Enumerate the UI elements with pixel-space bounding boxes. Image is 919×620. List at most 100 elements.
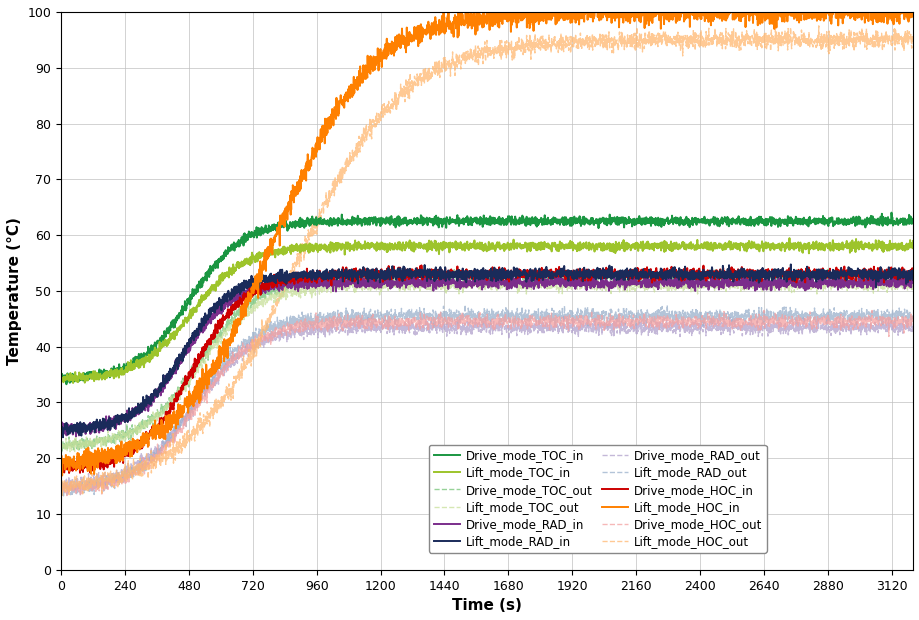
Drive_mode_RAD_in xyxy=(71,433,82,440)
Lift_mode_HOC_in xyxy=(437,8,448,16)
Lift_mode_HOC_out xyxy=(726,28,737,35)
Drive_mode_TOC_out xyxy=(510,265,521,272)
Lift_mode_TOC_in xyxy=(672,246,683,253)
Drive_mode_TOC_out xyxy=(898,275,909,282)
Drive_mode_TOC_in xyxy=(672,214,683,221)
Lift_mode_RAD_in xyxy=(898,270,909,278)
Drive_mode_TOC_in xyxy=(906,219,917,227)
Lift_mode_TOC_out xyxy=(777,277,788,284)
Lift_mode_RAD_out xyxy=(596,314,607,322)
Lift_mode_RAD_out xyxy=(906,314,917,322)
Lift_mode_HOC_in xyxy=(898,14,909,21)
Drive_mode_HOC_out xyxy=(230,355,241,363)
Lift_mode_TOC_in xyxy=(55,378,66,386)
Line: Lift_mode_TOC_in: Lift_mode_TOC_in xyxy=(61,238,912,383)
Drive_mode_TOC_in xyxy=(230,241,241,248)
Drive_mode_HOC_in xyxy=(415,262,426,269)
Lift_mode_HOC_in xyxy=(726,8,737,16)
Lift_mode_RAD_out xyxy=(230,348,241,355)
Drive_mode_RAD_in xyxy=(898,281,909,289)
Lift_mode_RAD_out xyxy=(55,481,66,489)
Drive_mode_TOC_in xyxy=(726,221,737,228)
Lift_mode_HOC_out xyxy=(55,479,66,487)
Drive_mode_HOC_in xyxy=(777,269,788,277)
Drive_mode_RAD_out xyxy=(596,324,607,332)
Line: Lift_mode_RAD_in: Lift_mode_RAD_in xyxy=(61,264,912,437)
Drive_mode_RAD_in xyxy=(726,278,737,286)
Lift_mode_TOC_in xyxy=(783,234,794,242)
Lift_mode_RAD_in xyxy=(726,275,737,282)
Lift_mode_RAD_in xyxy=(57,433,68,441)
Lift_mode_HOC_in xyxy=(596,14,607,21)
Drive_mode_RAD_out xyxy=(230,358,241,366)
Line: Drive_mode_RAD_in: Drive_mode_RAD_in xyxy=(61,274,912,436)
Lift_mode_TOC_in xyxy=(777,243,788,250)
Line: Lift_mode_RAD_out: Lift_mode_RAD_out xyxy=(61,305,912,496)
Drive_mode_HOC_out xyxy=(596,316,607,323)
Lift_mode_TOC_in xyxy=(906,237,917,245)
Drive_mode_HOC_in xyxy=(55,465,66,472)
Lift_mode_HOC_in xyxy=(777,8,788,16)
Lift_mode_HOC_out xyxy=(898,47,909,55)
Lift_mode_HOC_out xyxy=(596,31,607,38)
Line: Drive_mode_HOC_out: Drive_mode_HOC_out xyxy=(61,311,912,497)
Drive_mode_RAD_out xyxy=(726,322,737,330)
Line: Drive_mode_TOC_in: Drive_mode_TOC_in xyxy=(61,213,912,384)
Line: Drive_mode_HOC_in: Drive_mode_HOC_in xyxy=(61,265,912,473)
Lift_mode_RAD_in xyxy=(906,277,917,284)
Lift_mode_TOC_out xyxy=(680,272,691,279)
Lift_mode_HOC_in xyxy=(55,458,66,466)
X-axis label: Time (s): Time (s) xyxy=(451,598,521,613)
Drive_mode_TOC_out xyxy=(56,449,67,456)
Drive_mode_RAD_in xyxy=(906,278,917,286)
Drive_mode_TOC_in xyxy=(898,216,909,224)
Drive_mode_TOC_out xyxy=(596,274,607,281)
Lift_mode_TOC_out xyxy=(230,314,241,322)
Lift_mode_HOC_out xyxy=(906,32,917,40)
Lift_mode_RAD_out xyxy=(898,311,909,319)
Line: Lift_mode_HOC_out: Lift_mode_HOC_out xyxy=(61,26,912,495)
Lift_mode_RAD_in xyxy=(672,270,683,278)
Drive_mode_TOC_out xyxy=(777,268,788,276)
Drive_mode_HOC_in xyxy=(596,270,607,277)
Drive_mode_TOC_out xyxy=(55,446,66,453)
Lift_mode_RAD_out xyxy=(672,314,683,321)
Lift_mode_HOC_in xyxy=(230,323,241,330)
Drive_mode_RAD_out xyxy=(558,312,569,319)
Drive_mode_RAD_in xyxy=(596,280,607,287)
Lift_mode_RAD_in xyxy=(55,420,66,427)
Drive_mode_HOC_in xyxy=(230,302,241,309)
Lift_mode_TOC_out xyxy=(906,281,917,289)
Drive_mode_TOC_in xyxy=(777,218,788,225)
Drive_mode_HOC_out xyxy=(757,307,768,314)
Drive_mode_RAD_in xyxy=(230,294,241,302)
Drive_mode_RAD_out xyxy=(777,330,788,337)
Drive_mode_HOC_in xyxy=(672,270,683,277)
Drive_mode_HOC_in xyxy=(906,271,917,278)
Lift_mode_TOC_in xyxy=(596,240,607,247)
Drive_mode_HOC_out xyxy=(906,319,917,326)
Line: Drive_mode_TOC_out: Drive_mode_TOC_out xyxy=(61,268,912,453)
Drive_mode_HOC_out xyxy=(725,319,736,327)
Lift_mode_RAD_out xyxy=(726,318,737,326)
Drive_mode_HOC_out xyxy=(897,323,908,330)
Drive_mode_HOC_in xyxy=(63,469,74,477)
Lift_mode_RAD_out xyxy=(777,316,788,323)
Drive_mode_RAD_in xyxy=(416,270,427,278)
Drive_mode_HOC_out xyxy=(777,315,788,322)
Lift_mode_RAD_in xyxy=(777,267,788,275)
Lift_mode_HOC_out xyxy=(57,492,68,499)
Y-axis label: Temperature (°C): Temperature (°C) xyxy=(7,217,22,365)
Lift_mode_TOC_out xyxy=(55,449,66,456)
Lift_mode_TOC_in xyxy=(67,379,78,387)
Drive_mode_RAD_out xyxy=(898,323,909,330)
Drive_mode_TOC_in xyxy=(885,209,896,216)
Lift_mode_TOC_out xyxy=(596,287,607,294)
Lift_mode_RAD_in xyxy=(230,286,241,294)
Line: Lift_mode_HOC_in: Lift_mode_HOC_in xyxy=(61,12,912,476)
Lift_mode_HOC_in xyxy=(57,472,68,479)
Drive_mode_RAD_out xyxy=(906,322,917,330)
Lift_mode_TOC_in xyxy=(230,267,241,274)
Drive_mode_RAD_in xyxy=(672,280,683,287)
Lift_mode_RAD_in xyxy=(785,260,796,268)
